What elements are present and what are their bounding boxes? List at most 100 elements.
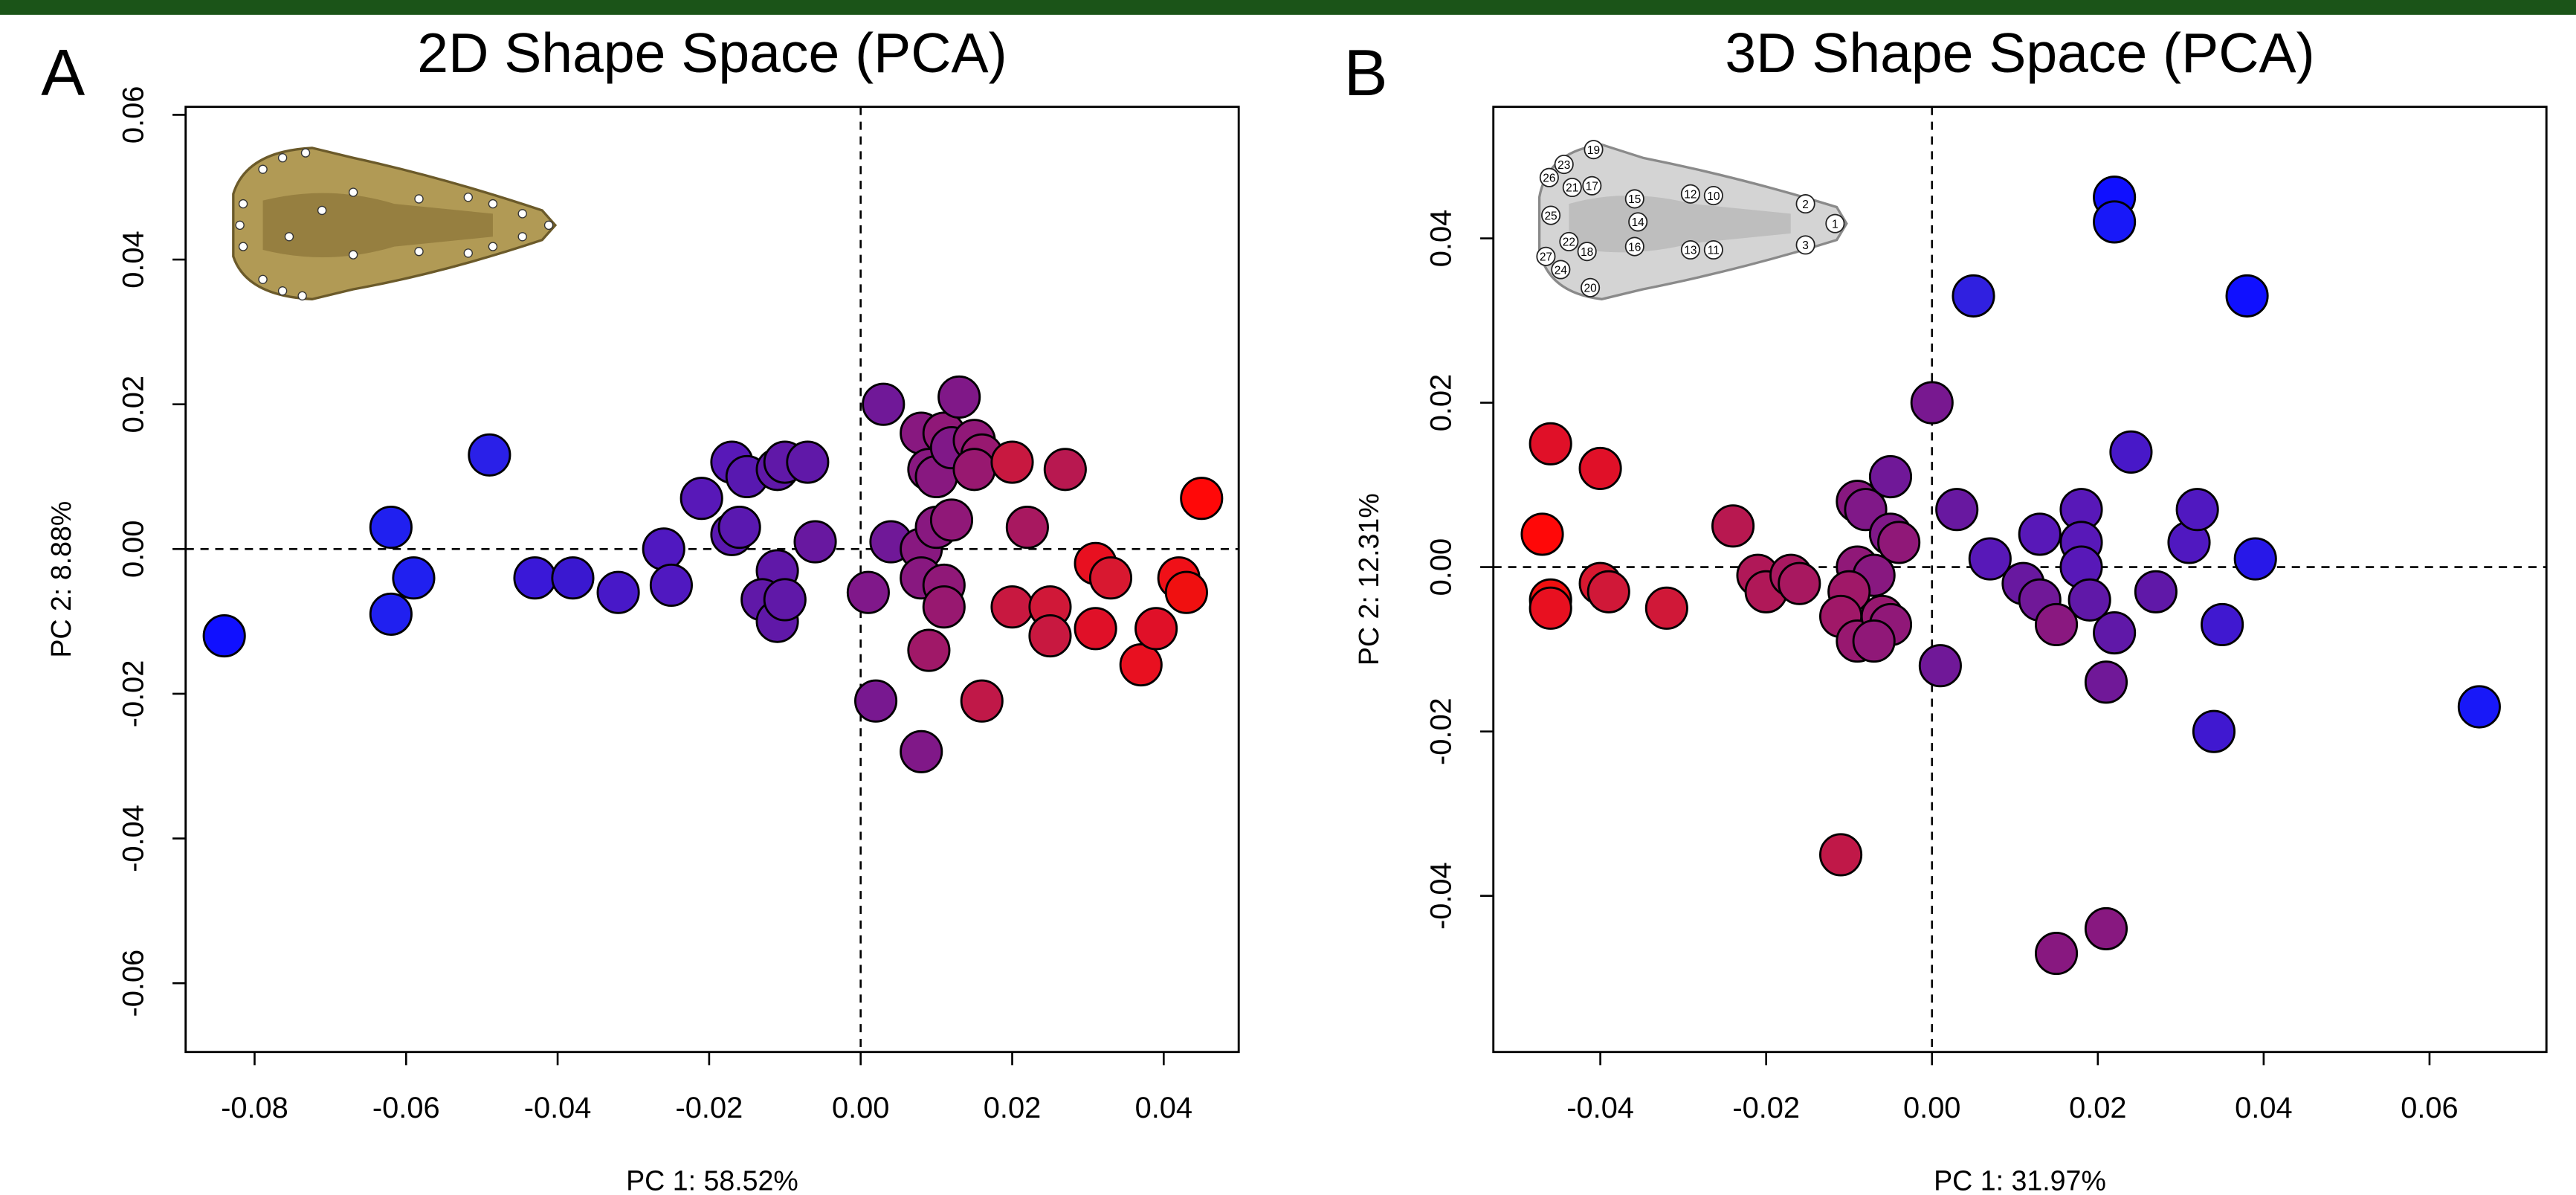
landmark-label: 18: [1581, 246, 1593, 259]
point: [1968, 537, 2012, 581]
y-tick-label: 0.02: [117, 376, 149, 433]
point: [2233, 537, 2277, 581]
point: [2225, 274, 2269, 318]
landmark-label: 27: [1540, 251, 1552, 264]
point: [468, 433, 511, 477]
point: [649, 563, 693, 608]
landmark-marker: [1680, 184, 1700, 204]
landmark-label: 22: [1563, 236, 1575, 249]
point: [2084, 906, 2128, 950]
point: [1028, 614, 1072, 658]
landmark-label: 2: [1802, 199, 1809, 211]
point: [1134, 607, 1178, 651]
point: [2109, 430, 2153, 474]
landmark-marker: [1539, 167, 1559, 187]
point: [1578, 446, 1622, 491]
x-tick-label: 0.00: [1903, 1092, 1960, 1124]
y-tick-label: -0.06: [117, 950, 149, 1017]
x-tick-label: 0.04: [1135, 1092, 1192, 1124]
x-tick-label: 0.02: [984, 1092, 1041, 1124]
point: [369, 506, 413, 550]
point: [952, 448, 996, 492]
x-tick-label: 0.02: [2069, 1092, 2126, 1124]
point: [1935, 488, 1979, 532]
point: [2175, 488, 2219, 532]
landmark-marker: [1795, 235, 1815, 255]
landmark-marker: [1680, 239, 1700, 260]
landmark-label: 15: [1628, 193, 1641, 206]
point: [679, 477, 723, 521]
point: [1043, 448, 1087, 492]
point: [990, 585, 1034, 629]
point: [937, 375, 981, 419]
landmark-label: 25: [1544, 210, 1557, 222]
point: [1910, 381, 1954, 425]
chart-title: 2D Shape Space (PCA): [417, 22, 1007, 84]
y-tick-label: 0.00: [1424, 538, 1457, 596]
point: [1868, 454, 1913, 499]
y-axis-label: PC 2: 12.31%: [1353, 493, 1384, 666]
point: [1164, 570, 1208, 614]
point: [202, 614, 246, 658]
point: [551, 556, 595, 600]
landmark-marker: [1577, 242, 1597, 262]
landmark-marker: [1825, 213, 1845, 233]
point: [1852, 619, 1896, 663]
landmark-marker: [1562, 177, 1582, 198]
point: [2034, 602, 2079, 647]
landmark-label: 13: [1684, 245, 1697, 257]
y-tick-label: -0.04: [1424, 862, 1457, 930]
landmark-label: 3: [1802, 239, 1809, 252]
point: [990, 440, 1034, 484]
point: [1088, 556, 1133, 600]
landmark-marker: [1536, 246, 1556, 266]
point: [1778, 561, 1821, 605]
x-tick-label: -0.02: [1732, 1092, 1800, 1124]
point: [846, 570, 890, 614]
point: [763, 578, 807, 622]
landmark-label: 20: [1584, 283, 1596, 295]
landmark-label: 24: [1555, 264, 1568, 277]
chart-title: 3D Shape Space (PCA): [1725, 22, 2314, 84]
point: [907, 628, 951, 672]
point: [1952, 274, 1995, 318]
landmark-marker: [1795, 194, 1815, 214]
point: [1711, 504, 1755, 548]
skull-inset-b: [1537, 143, 1848, 300]
point: [2034, 931, 2079, 976]
point: [1529, 586, 1572, 630]
point: [513, 556, 557, 600]
plot-frame: [1492, 106, 2548, 1054]
landmark-label: 14: [1632, 216, 1645, 229]
point: [854, 679, 898, 723]
landmark-label: 19: [1587, 144, 1600, 157]
point: [929, 498, 974, 542]
point: [960, 679, 1004, 723]
x-tick-label: -0.08: [221, 1092, 288, 1124]
point: [1520, 512, 1564, 556]
landmark-label: 12: [1684, 189, 1697, 202]
point: [1180, 477, 1224, 521]
landmark-marker: [1624, 189, 1644, 209]
y-tick-label: -0.02: [1424, 698, 1457, 765]
point: [2201, 602, 2244, 647]
point: [1074, 607, 1117, 651]
landmark-marker: [1703, 186, 1723, 206]
landmark-marker: [1581, 277, 1601, 297]
x-tick-label: -0.04: [1566, 1092, 1634, 1124]
point: [1119, 642, 1163, 687]
point: [922, 585, 966, 629]
point: [392, 556, 436, 600]
point: [2192, 709, 2236, 753]
x-tick-label: 0.06: [2401, 1092, 2458, 1124]
x-tick-label: -0.04: [524, 1092, 592, 1124]
point: [862, 382, 906, 426]
landmark-marker: [1584, 140, 1604, 160]
landmark-label: 21: [1566, 182, 1578, 195]
x-tick-label: -0.02: [676, 1092, 743, 1124]
landmark-label: 23: [1557, 159, 1570, 172]
landmark-label: 10: [1707, 190, 1720, 203]
landmark-marker: [1624, 236, 1644, 257]
